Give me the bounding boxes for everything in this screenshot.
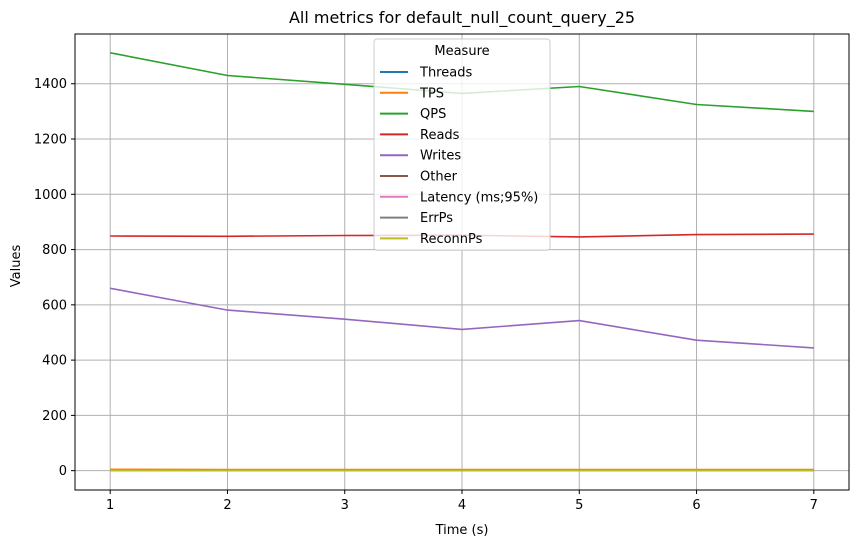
y-tick-label: 200 [42,409,67,424]
x-tick-label: 5 [575,498,583,513]
legend-title: Measure [434,44,489,59]
y-axis: 0 200 400 600 800 1000 1200 1400 [34,77,75,479]
legend-box [373,38,551,251]
legend-label: TPS [419,86,444,101]
y-tick-label: 400 [42,354,67,369]
legend-label: Latency (ms;95%) [420,190,538,205]
legend: Measure Threads TPS QPS Reads Writes Other Late… [373,38,551,251]
legend-label: QPS [420,107,446,122]
legend-label: ErrPs [420,211,453,226]
x-axis: 1 2 3 4 5 6 7 [106,490,818,513]
legend-label: Other [420,170,458,185]
x-tick-label: 2 [223,498,231,513]
y-tick-label: 800 [42,243,67,258]
x-tick-label: 6 [692,498,700,513]
y-tick-label: 0 [59,464,67,479]
x-tick-label: 3 [341,498,349,513]
series-line-writes [110,287,814,349]
legend-label: Writes [420,149,461,164]
x-tick-label: 1 [106,498,114,513]
legend-label: Reads [420,128,460,143]
legend-label: Threads [419,66,472,81]
x-tick-label: 4 [458,498,466,513]
y-tick-label: 1000 [34,188,67,203]
y-tick-label: 1200 [34,133,67,148]
chart-title: All metrics for default_null_count_query… [289,8,635,28]
y-tick-label: 600 [42,298,67,313]
legend-label: ReconnPs [420,232,483,247]
x-axis-label: Time (s) [435,523,489,538]
y-tick-label: 1400 [34,77,67,92]
x-tick-label: 7 [810,498,818,513]
y-axis-label: Values [9,245,24,288]
